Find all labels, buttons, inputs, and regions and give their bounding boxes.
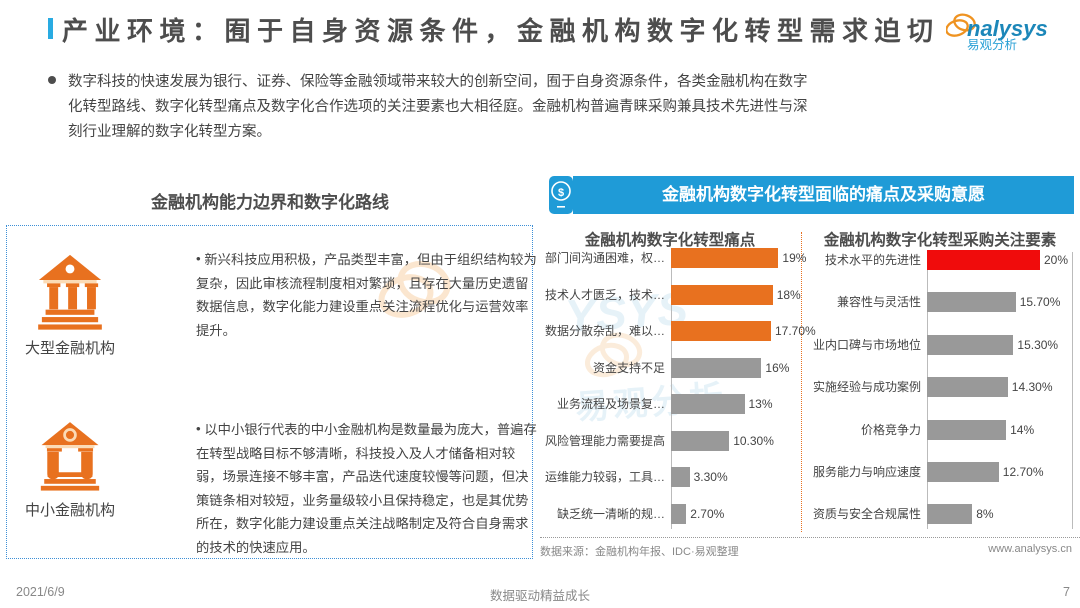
svg-text:$: $ — [558, 187, 564, 199]
svg-text:易观分析: 易观分析 — [967, 38, 1017, 52]
